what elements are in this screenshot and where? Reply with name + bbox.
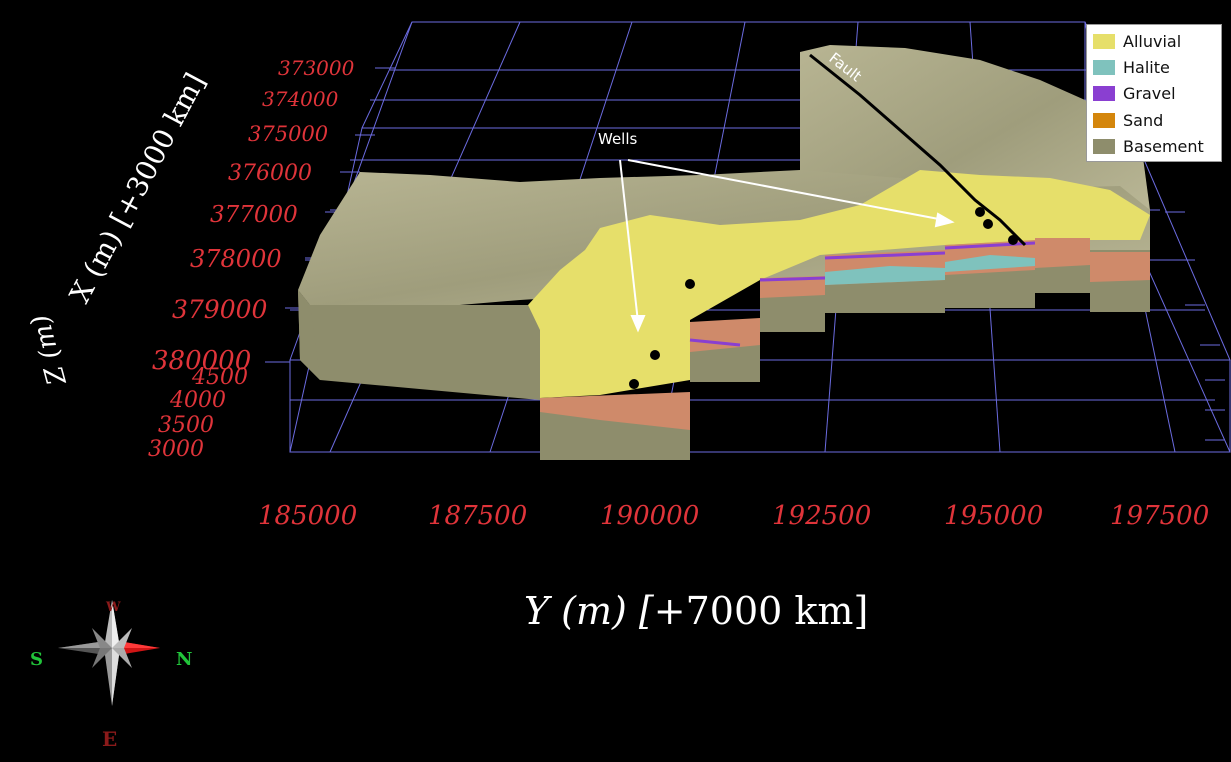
compass-rose — [58, 600, 160, 706]
compass-south-label: S — [30, 649, 43, 670]
y-tick: 192500 — [772, 501, 871, 531]
y-tick: 185000 — [258, 501, 357, 531]
x-tick: 375000 — [248, 122, 328, 146]
x-tick: 376000 — [228, 161, 312, 186]
basement-front-face — [298, 290, 540, 400]
well-marker — [975, 207, 985, 217]
fault-line — [809, 53, 1027, 247]
well-marker — [650, 350, 660, 360]
x-tick: 373000 — [278, 56, 355, 80]
legend-swatch — [1093, 33, 1115, 49]
legend-item-alluvial: Alluvial — [1093, 28, 1215, 54]
compass-east-label: E — [102, 727, 117, 751]
z-tick: 4000 — [169, 388, 226, 413]
x-tick: 374000 — [262, 87, 339, 111]
y-tick: 197500 — [1110, 501, 1209, 531]
y-axis-ticks: 185000 187500 190000 192500 195000 19750… — [258, 501, 1209, 531]
z-tick: 4500 — [191, 365, 248, 390]
z-axis-title: Z (m) — [25, 311, 73, 389]
compass-west-label: W — [105, 600, 121, 615]
z-axis-ticks: 4500 4000 3500 3000 — [148, 365, 248, 462]
x-axis-ticks: 373000 374000 375000 376000 377000 37800… — [152, 56, 355, 376]
legend-item-halite: Halite — [1093, 54, 1215, 80]
y-axis-title-part-2: +7000 km] — [653, 589, 869, 633]
y-tick: 195000 — [944, 501, 1043, 531]
y-axis-title: Y (m) [+7000 km] — [524, 589, 924, 633]
well-marker — [629, 379, 639, 389]
z-tick: 3500 — [158, 413, 214, 438]
well-marker — [743, 288, 753, 298]
compass-north-label: N — [176, 649, 192, 670]
x-tick: 380000 — [152, 346, 251, 376]
x-tick: 377000 — [210, 202, 298, 228]
z-tick: 3000 — [148, 437, 204, 462]
legend-swatch — [1093, 86, 1115, 102]
legend: Alluvial Halite Gravel Sand Basement — [1086, 24, 1222, 162]
wells-label: Wells — [598, 130, 638, 148]
legend-swatch — [1093, 139, 1115, 155]
alluvial-surface — [528, 170, 1150, 398]
legend-label: Halite — [1123, 58, 1170, 78]
well-marker — [685, 279, 695, 289]
x-tick: 379000 — [172, 295, 268, 324]
y-tick: 187500 — [428, 501, 527, 531]
well-marker — [1008, 235, 1018, 245]
legend-item-gravel: Gravel — [1093, 81, 1215, 107]
x-tick: 378000 — [190, 245, 282, 273]
legend-swatch — [1093, 60, 1115, 76]
legend-item-basement: Basement — [1093, 134, 1215, 160]
section-front-sand — [540, 392, 690, 430]
legend-label: Alluvial — [1123, 31, 1182, 51]
legend-item-sand: Sand — [1093, 107, 1215, 133]
cross-sections — [540, 238, 1150, 460]
well-marker — [983, 219, 993, 229]
legend-label: Gravel — [1123, 84, 1176, 104]
legend-label: Sand — [1123, 110, 1164, 130]
y-axis-title-part-1: Y (m) [ — [524, 589, 654, 633]
y-tick: 190000 — [600, 501, 699, 531]
wells-arrows — [619, 159, 955, 333]
wells — [629, 207, 1018, 389]
legend-label: Basement — [1123, 137, 1204, 157]
legend-swatch — [1093, 112, 1115, 128]
